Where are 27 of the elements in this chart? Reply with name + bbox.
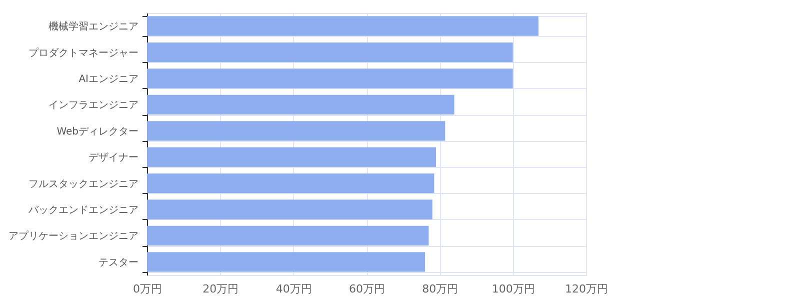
y-tick-label: フルスタックエンジニア (28, 178, 138, 190)
y-tick-label: 機械学習エンジニア (48, 20, 138, 33)
bar (147, 226, 429, 246)
y-tick-label: バックエンドエンジニア (28, 205, 138, 216)
bar (147, 200, 432, 220)
y-tick-label: AIエンジニア (78, 74, 138, 85)
y-tick-label: デザイナー (88, 152, 138, 164)
x-tick-label: 100万円 (492, 282, 535, 296)
y-tick-label: プロダクトマネージャー (28, 46, 138, 59)
bar (147, 121, 446, 141)
x-tick-label: 0万円 (133, 282, 162, 296)
x-tick-label: 20万円 (202, 282, 239, 296)
x-tick-label: 80万円 (422, 282, 458, 296)
y-tick-label: テスター (98, 257, 138, 268)
x-tick-label: 60万円 (349, 282, 385, 296)
bar (147, 42, 513, 62)
bar (147, 68, 513, 88)
bar (147, 147, 436, 167)
y-tick-label: Webディレクター (56, 126, 138, 138)
x-tick-label: 120万円 (565, 282, 608, 296)
bar (147, 16, 538, 36)
bar (147, 94, 454, 115)
y-tick-label: アプリケーションエンジニア (8, 230, 138, 242)
bar (147, 252, 426, 272)
x-tick-label: 40万円 (276, 282, 312, 296)
y-tick-label: インフラエンジニア (48, 100, 138, 112)
bar (147, 173, 434, 194)
